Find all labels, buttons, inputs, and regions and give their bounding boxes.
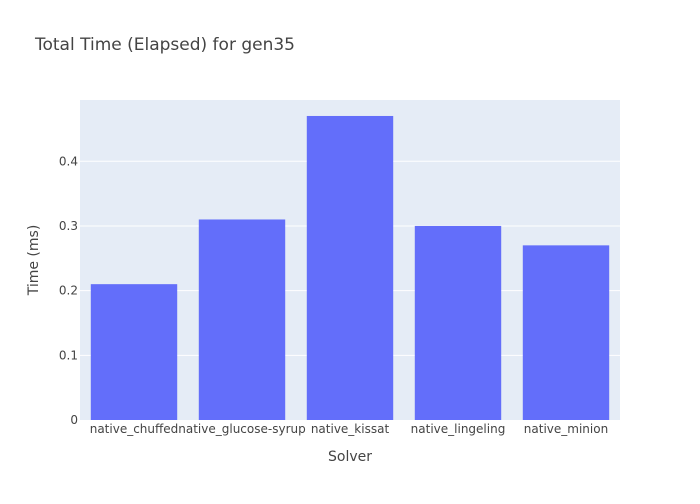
y-axis-title: Time (ms) bbox=[26, 225, 42, 297]
x-tick-label: native_chuffed bbox=[90, 422, 179, 436]
bar-native_lingeling bbox=[414, 225, 502, 420]
bar-native_chuffed bbox=[90, 284, 178, 420]
x-tick-label: native_lingeling bbox=[411, 422, 506, 436]
y-tick-label: 0.4 bbox=[59, 154, 78, 168]
y-tick-label: 0.3 bbox=[59, 219, 78, 233]
y-tick-label: 0.1 bbox=[59, 348, 78, 362]
x-axis-title: Solver bbox=[328, 449, 372, 465]
chart-title: Total Time (Elapsed) for gen35 bbox=[34, 35, 295, 55]
y-axis-ticks: 0 0.1 0.2 0.3 0.4 bbox=[59, 154, 78, 427]
x-axis-ticks: native_chuffed native_glucose-syrup native… bbox=[90, 422, 608, 436]
bar-native_minion bbox=[522, 245, 610, 420]
x-tick-label: native_minion bbox=[524, 422, 608, 436]
x-tick-label: native_kissat bbox=[311, 422, 390, 436]
x-tick-label: native_glucose-syrup bbox=[178, 422, 305, 436]
bar-native_glucose-syrup bbox=[198, 219, 286, 420]
bar-native_kissat bbox=[306, 115, 394, 421]
y-tick-label: 0 bbox=[70, 413, 78, 427]
y-tick-label: 0.2 bbox=[59, 284, 78, 298]
bars bbox=[90, 115, 610, 421]
